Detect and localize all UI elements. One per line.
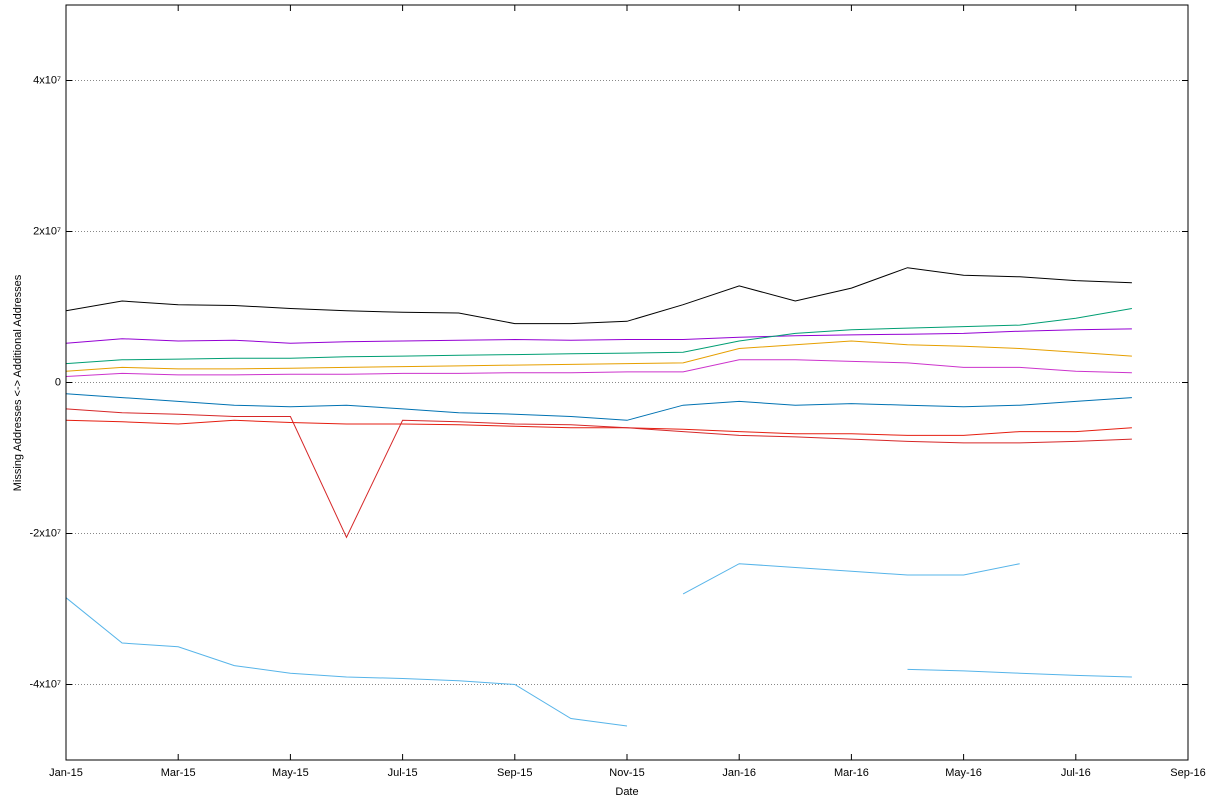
axes: -4x10⁷ -2x10⁷ 0 2x10⁷ 4x10⁷ Jan-15 Mar-15 May-1… <box>30 5 1206 779</box>
series-line <box>66 267 1132 325</box>
x-tick-label: May-15 <box>272 767 309 779</box>
series-line <box>66 393 1132 421</box>
x-tick-label: Sep-15 <box>497 767 532 779</box>
series-line <box>66 328 1132 344</box>
x-tick-label: Nov-15 <box>609 767 644 779</box>
x-tick-label: May-16 <box>945 767 982 779</box>
series-line <box>66 408 1132 539</box>
series-line <box>907 668 1132 678</box>
series-line <box>66 419 1132 436</box>
series-line <box>682 563 1020 595</box>
x-tick-label: Jan-15 <box>49 767 83 779</box>
grid <box>66 80 1188 685</box>
series-line <box>66 359 1132 377</box>
series-line <box>66 597 628 727</box>
x-tick-label: Mar-15 <box>161 767 196 779</box>
y-axis-label: Missing Addresses <-> Additional Address… <box>12 274 24 491</box>
y-tick-label: 2x10⁷ <box>33 225 61 237</box>
x-tick-label: Jul-16 <box>1061 767 1091 779</box>
x-tick-label: Mar-16 <box>834 767 869 779</box>
x-tick-label: Jul-15 <box>388 767 418 779</box>
series-line <box>66 308 1132 365</box>
y-tick-label: 4x10⁷ <box>33 74 61 86</box>
y-tick-label: -2x10⁷ <box>30 527 62 539</box>
y-tick-label: -4x10⁷ <box>30 678 62 690</box>
lines <box>66 267 1132 727</box>
y-tick-label: 0 <box>55 376 61 388</box>
x-tick-label: Jan-16 <box>722 767 756 779</box>
x-axis-label: Date <box>615 786 638 798</box>
series-line <box>66 340 1132 372</box>
x-tick-label: Sep-16 <box>1170 767 1205 779</box>
